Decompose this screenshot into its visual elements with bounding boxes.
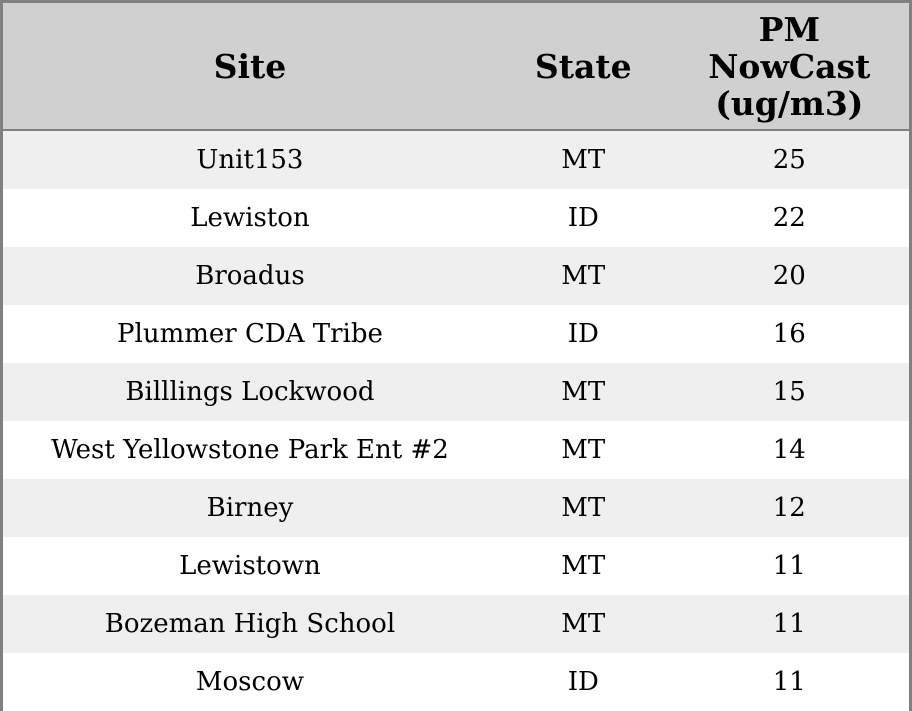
site-cell: Birney [206, 493, 294, 523]
table-row: Moscow ID 11 [1, 653, 911, 711]
pm-value-cell: 11 [772, 551, 806, 581]
pm-value-cell: 11 [772, 609, 806, 639]
site-cell: Moscow [195, 667, 304, 697]
pm-value-cell: 20 [772, 261, 806, 291]
state-cell: MT [561, 609, 606, 639]
state-cell: ID [567, 319, 599, 349]
state-cell: MT [561, 145, 606, 175]
table-row: Broadus MT 20 [1, 247, 911, 305]
pm-value-cell: 14 [772, 435, 806, 465]
pm-value-cell: 25 [772, 145, 806, 175]
pm-value-cell: 22 [772, 203, 806, 233]
table-header: Site State PM NowCast (ug/m3) [1, 1, 911, 131]
state-cell: ID [567, 667, 599, 697]
pm-header-line-1: PM [758, 9, 820, 49]
column-header-pm-nowcast: PM NowCast (ug/m3) [669, 1, 911, 131]
table-row: West Yellowstone Park Ent #2 MT 14 [1, 421, 911, 479]
pm-header-line-3: (ug/m3) [715, 83, 864, 123]
site-cell: Broadus [195, 261, 305, 291]
column-header-state: State [496, 1, 670, 131]
site-cell: Plummer CDA Tribe [117, 319, 383, 349]
pm-value-cell: 16 [772, 319, 806, 349]
site-cell: Bozeman High School [104, 609, 396, 639]
site-cell: West Yellowstone Park Ent #2 [51, 435, 449, 465]
state-cell: MT [561, 377, 606, 407]
state-cell: MT [561, 551, 606, 581]
pm-value-cell: 12 [772, 493, 806, 523]
site-cell: Lewistown [179, 551, 321, 581]
state-cell: MT [561, 435, 606, 465]
table-row: Plummer CDA Tribe ID 16 [1, 305, 911, 363]
state-cell: MT [561, 261, 606, 291]
table-row: Lewistown MT 11 [1, 537, 911, 595]
table-row: Lewiston ID 22 [1, 189, 911, 247]
table-body: Unit153 MT 25 Lewiston ID 22 Broadus MT … [1, 130, 911, 711]
pm-header-line-2: NowCast [708, 46, 871, 86]
pm-value-cell: 15 [772, 377, 806, 407]
pm-value-cell: 11 [772, 667, 806, 697]
table-row: Billlings Lockwood MT 15 [1, 363, 911, 421]
header-row: Site State PM NowCast (ug/m3) [1, 1, 911, 131]
table-row: Bozeman High School MT 11 [1, 595, 911, 653]
column-header-site: Site [1, 1, 497, 131]
site-cell: Lewiston [190, 203, 310, 233]
table-row: Birney MT 12 [1, 479, 911, 537]
state-cell: MT [561, 493, 606, 523]
site-cell: Billlings Lockwood [125, 377, 375, 407]
table-row: Unit153 MT 25 [1, 130, 911, 189]
site-cell: Unit153 [196, 145, 304, 175]
state-cell: ID [567, 203, 599, 233]
